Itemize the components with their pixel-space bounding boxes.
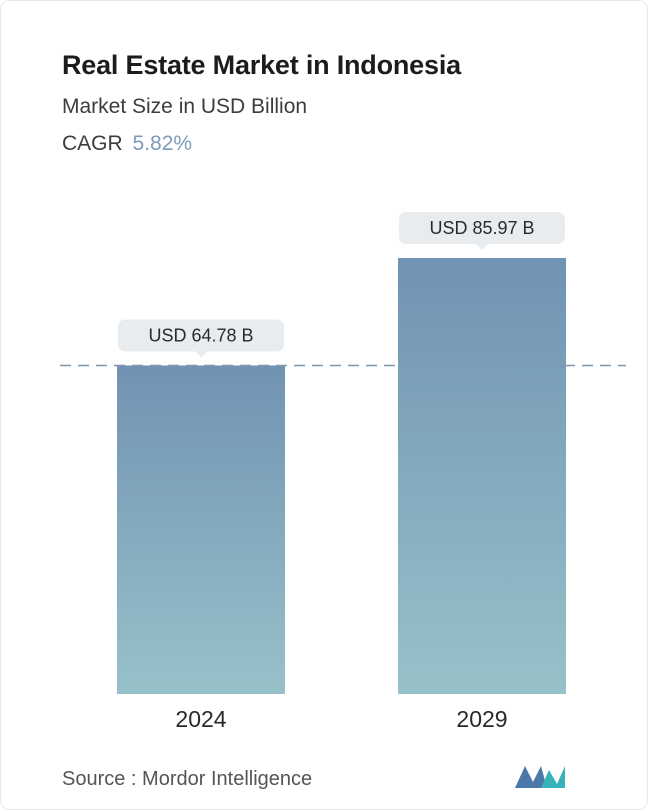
x-tick-label-2029: 2029	[456, 706, 507, 732]
source-label: Source :	[62, 768, 137, 790]
bar-2029	[398, 258, 566, 694]
source-attribution: Source : Mordor Intelligence	[62, 768, 312, 791]
bars-group	[117, 258, 566, 694]
value-label-pointer	[195, 351, 207, 358]
x-tick-labels-group: 2024 2029	[175, 706, 507, 732]
value-label-2024: USD 64.78 B	[118, 319, 284, 358]
chart-subtitle: Market Size in USD Billion	[62, 95, 308, 118]
value-label-bubble	[118, 319, 284, 352]
mordor-intelligence-logo-icon	[515, 766, 565, 788]
value-label-text: USD 64.78 B	[148, 325, 253, 345]
source-name: Mordor Intelligence	[142, 768, 313, 790]
cagr-label: CAGR	[62, 132, 123, 155]
x-tick-label-2024: 2024	[175, 706, 226, 732]
cagr-value: 5.82%	[132, 132, 193, 155]
value-labels-group: USD 64.78 B USD 85.97 B	[118, 212, 565, 358]
bar-2024	[117, 365, 285, 694]
value-label-2029: USD 85.97 B	[399, 212, 565, 250]
value-label-pointer	[476, 244, 488, 250]
value-label-text: USD 85.97 B	[429, 218, 534, 238]
value-label-bubble	[399, 212, 565, 244]
cagr-line: CAGR 5.82%	[62, 132, 192, 156]
chart-title: Real Estate Market in Indonesia	[62, 50, 461, 80]
